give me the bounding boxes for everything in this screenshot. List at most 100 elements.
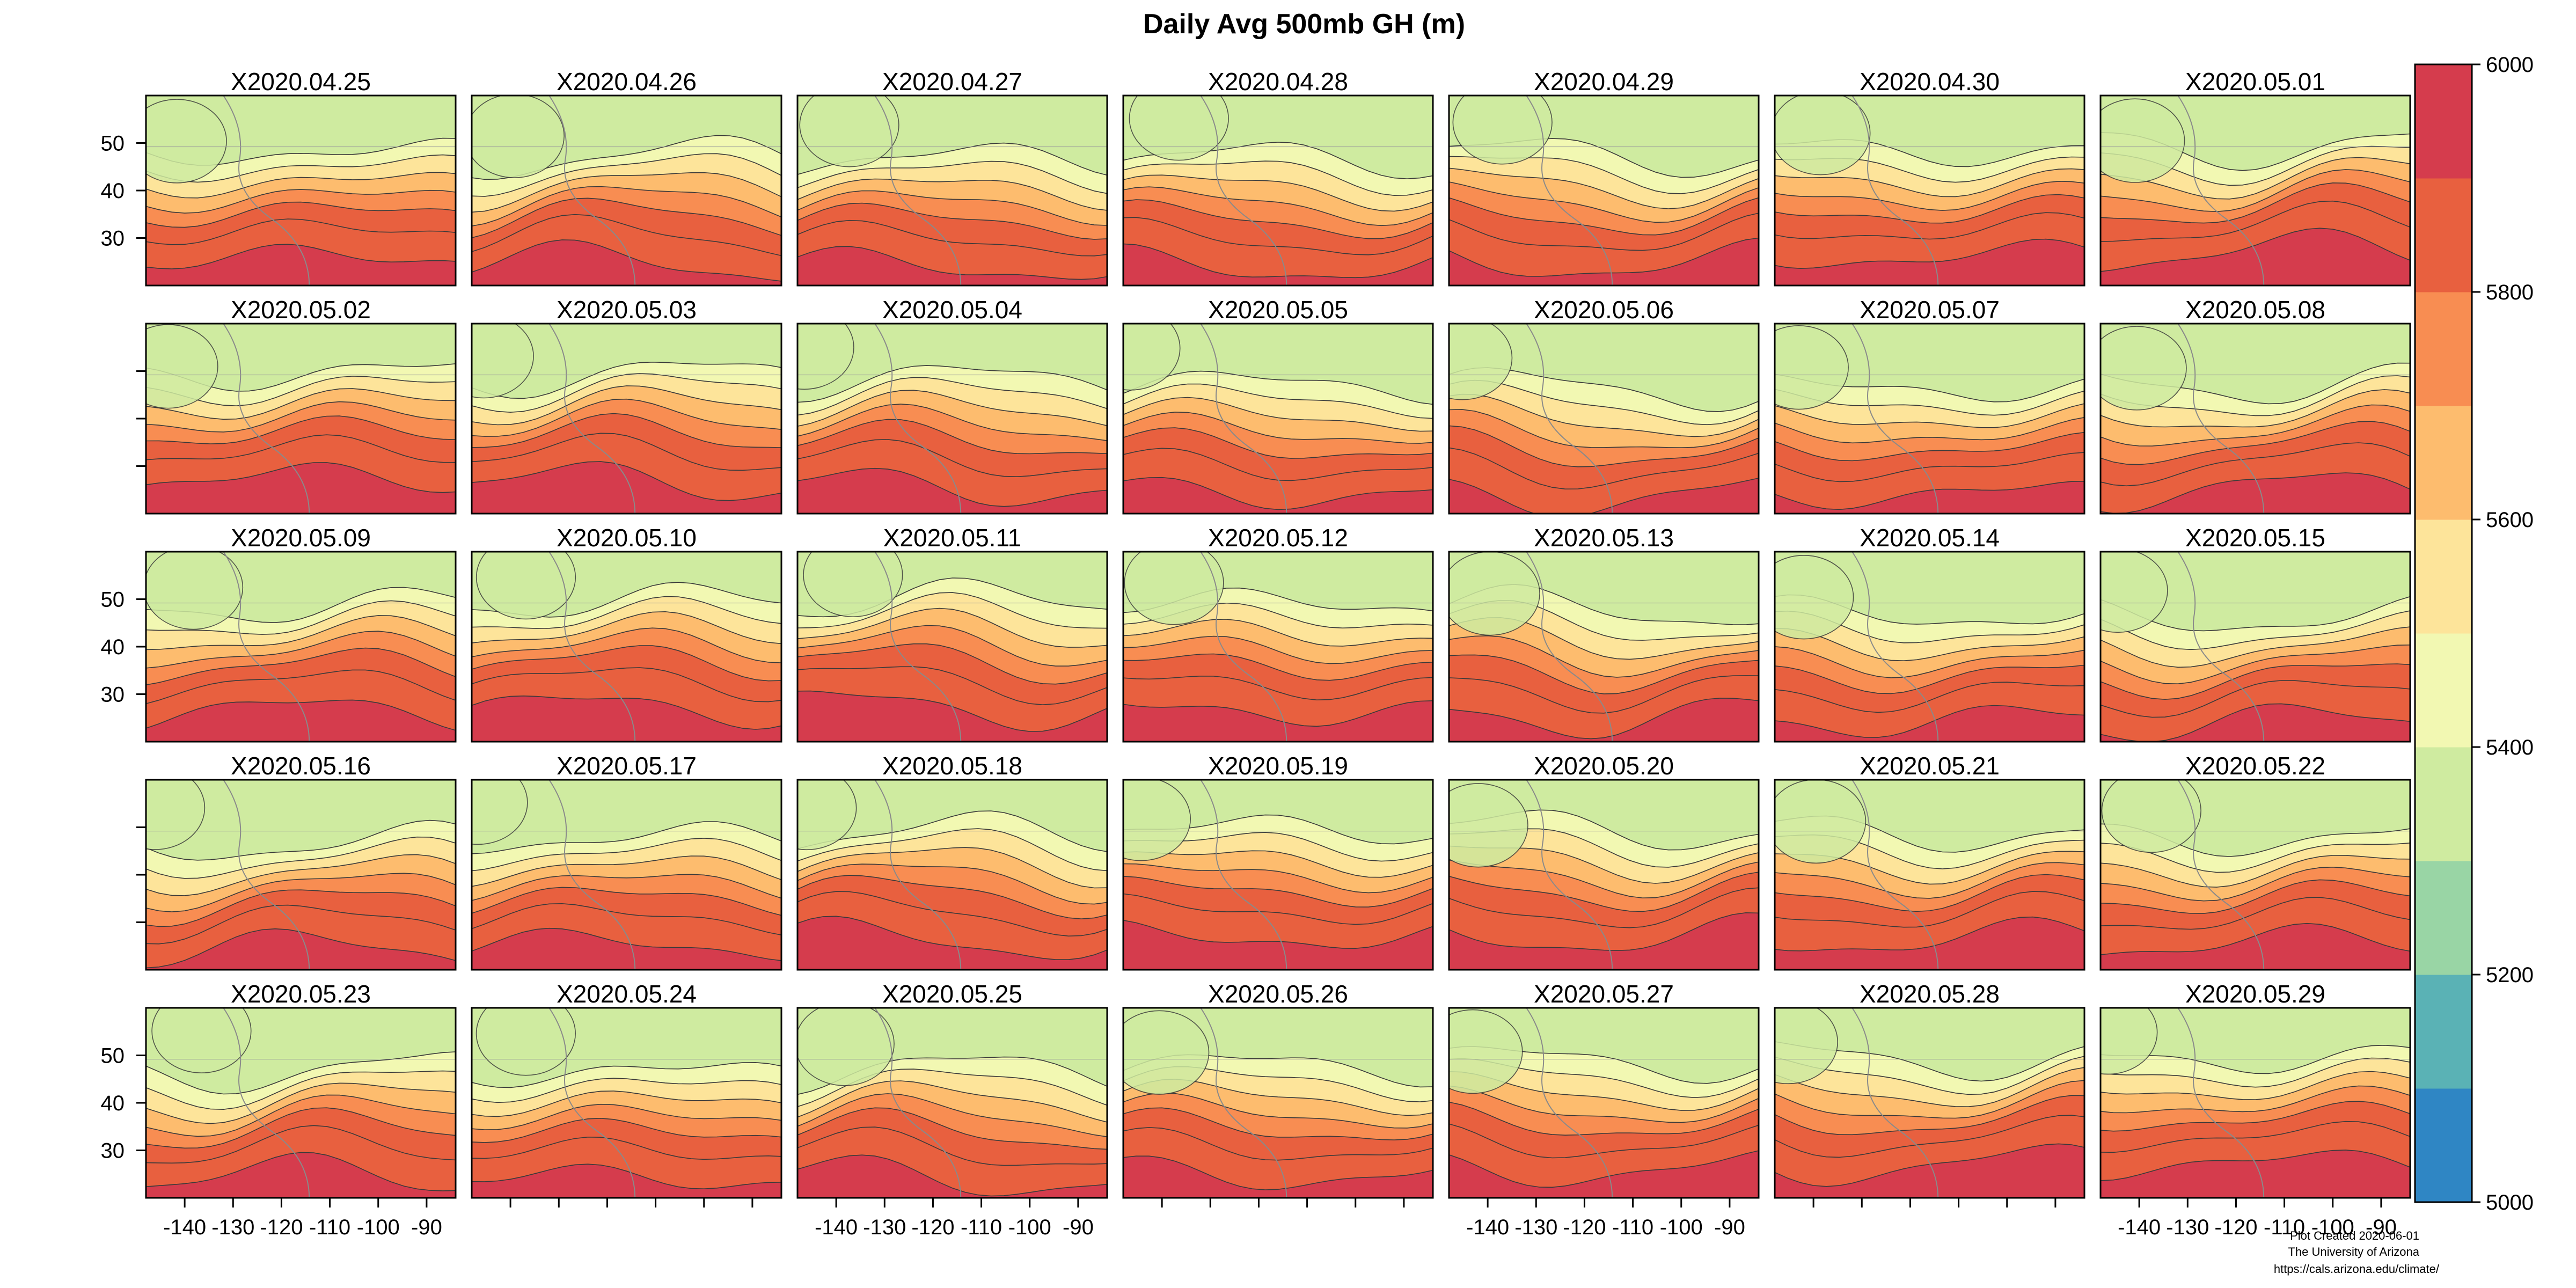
map-panel: X2020.04.27 [796,68,1108,287]
field-band [1449,698,1759,742]
panel-grid: X2020.04.25 X2020.04.26 X2020.04.27 X2020.0… [136,68,2411,1208]
contour-line [146,1082,456,1124]
x-tick-label: -100 [1008,1216,1051,1239]
panel-title: X2020.05.04 [882,296,1022,324]
contour-line [1123,174,1433,212]
contour-line [1449,409,1759,449]
contour-line [1449,181,1759,223]
y-tick-label: 40 [101,179,125,203]
contour-line [1449,887,1759,928]
colorbar-swatch [2415,519,2472,634]
panel-frame [2099,1007,2411,1199]
low-center [797,780,857,851]
x-tick-label: -100 [357,1216,400,1239]
colorbar-tick-label: 5800 [2486,281,2534,304]
plot-credit: Plot Created 2020-06-01 The University o… [2274,1229,2440,1276]
low-center [803,552,903,618]
contour-line [1775,891,2084,928]
contour-line [472,373,781,413]
contour-line [797,608,1107,648]
contour-line [146,889,456,927]
panel-frame [471,551,782,743]
coastline [874,96,962,286]
contour-line [472,611,781,645]
low-center [475,552,576,620]
coastline [874,552,962,742]
panel-frame [796,323,1108,515]
panel-title: X2020.05.08 [2185,296,2325,324]
coastline [2177,96,2265,286]
contour-line [472,821,781,854]
low-center [472,780,528,845]
colorbar-tick-label: 5200 [2486,963,2534,987]
contour-line [1123,448,1433,481]
map-panel: X2020.04.30 [1774,68,2085,287]
contour-line [1123,370,1433,405]
contour-line [1449,698,1759,740]
contour-line [146,218,456,245]
contour-line [797,190,1107,226]
contour-line [2101,843,2410,873]
contour-line [146,615,456,650]
contour-line [1123,186,1433,226]
contour-line [1123,700,1433,727]
contour-line [1123,653,1433,681]
contour-line [1123,477,1433,510]
coastline [223,324,310,514]
contour-line [146,600,456,635]
panel-title: X2020.05.25 [882,980,1022,1008]
contour-line [2101,897,2410,930]
contour-line [797,625,1107,667]
chart-title: Daily Avg 500mb GH (m) [1143,9,1465,40]
map-panel: X2020.04.25 [136,68,457,287]
field-band [1123,1156,1433,1198]
low-center [1775,96,1871,175]
contour-line [1123,243,1433,279]
panel-title: X2020.05.26 [1208,980,1348,1008]
contour-line [472,838,781,872]
contour-line [472,413,781,448]
contour-line [797,891,1107,937]
panel-title: X2020.05.27 [1534,980,1674,1008]
panel-frame [796,779,1108,971]
field-band [1775,705,2084,742]
coastline [1851,780,1939,970]
contour-line [1123,1155,1433,1190]
panel-title: X2020.05.12 [1208,524,1348,552]
panel-title: X2020.05.23 [231,980,371,1008]
map-panel: X2020.05.29 [2099,980,2411,1208]
x-tick-label: -100 [1660,1216,1703,1239]
panel-title: X2020.05.03 [557,296,697,324]
field-band [1123,700,1433,742]
coastline [874,780,962,970]
low-center [1775,780,1867,864]
panel-frame [1448,323,1760,515]
low-center [472,96,565,178]
panel-title: X2020.04.30 [1860,68,2000,96]
field-band [1123,244,1433,286]
contour-line [1449,197,1759,236]
panel-frame [1448,1007,1760,1199]
x-tick-label: -120 [911,1216,954,1239]
contour-line [797,219,1107,257]
coastline [1200,1008,1287,1198]
field-band [2101,1150,2410,1198]
map-panel: X2020.05.17 [471,752,782,971]
contour-line [797,160,1107,194]
panel-title: X2020.05.07 [1860,296,2000,324]
contour-line [472,645,781,682]
low-center [2101,1008,2158,1075]
contour-line [472,627,781,663]
low-center [146,99,227,184]
coastline [223,780,310,970]
contour-line [1449,393,1759,437]
contour-line [2101,182,2410,224]
contour-line [2101,610,2410,650]
field-band [2101,704,2410,742]
low-center [1775,555,1854,640]
low-center [799,96,899,167]
coastline [1851,96,1939,286]
panel-title: X2020.05.19 [1208,752,1348,780]
contour-line [1775,194,2084,224]
map-panel: X2020.05.20 [1448,752,1760,971]
